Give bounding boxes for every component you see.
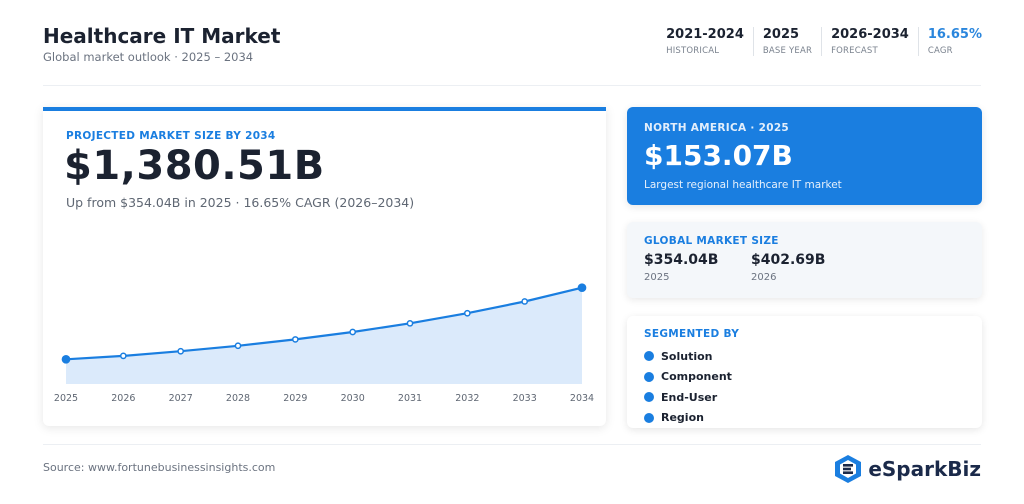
stat-label: HISTORICAL xyxy=(666,46,720,56)
stat-base-year: 2025 BASE YEAR xyxy=(752,27,821,56)
data-point xyxy=(521,298,529,305)
stat-forecast: 2026-2034 FORECAST xyxy=(821,27,918,56)
data-point xyxy=(177,347,185,355)
footer-divider xyxy=(43,444,981,445)
projected-value: $1,380.51B xyxy=(64,143,325,189)
bullet-dot-icon xyxy=(644,371,654,382)
stat-label: FORECAST xyxy=(831,46,878,56)
data-point xyxy=(349,328,357,336)
projected-market-card: PROJECTED MARKET SIZE BY 2034 $1,380.51B… xyxy=(43,107,606,426)
stat-cagr: 16.65% CAGR xyxy=(917,27,982,56)
stat-value: 16.65% xyxy=(927,27,982,42)
segment-label: Solution xyxy=(661,349,713,363)
global-size-year: 2025 xyxy=(644,272,670,283)
north-america-kicker: NORTH AMERICA · 2025 xyxy=(644,122,790,134)
x-tick-label: 2032 xyxy=(455,393,479,404)
segmented-by-card: SEGMENTED BY Solution Component End-User… xyxy=(627,316,982,428)
projected-kicker: PROJECTED MARKET SIZE BY 2034 xyxy=(66,130,276,142)
global-size-2025: $354.04B 2025 xyxy=(644,252,718,283)
stat-historical: 2021-2024 HISTORICAL xyxy=(666,27,753,56)
bullet-dot-icon xyxy=(644,351,654,362)
data-point xyxy=(291,336,299,343)
x-tick-label: 2031 xyxy=(398,393,422,404)
x-tick-label: 2025 xyxy=(54,393,78,404)
stat-label: BASE YEAR xyxy=(762,46,813,56)
global-market-size-card: GLOBAL MARKET SIZE $354.04B 2025 $402.69… xyxy=(627,222,982,298)
stat-value: 2025 xyxy=(762,27,800,42)
data-point xyxy=(463,309,471,317)
segment-item-solution: Solution xyxy=(644,346,732,367)
global-size-year: 2026 xyxy=(751,272,777,283)
brand-name: eSparkBiz xyxy=(868,457,981,481)
stat-label: CAGR xyxy=(927,46,953,56)
esparkbiz-logo-icon xyxy=(835,455,862,483)
projected-subtext: Up from $354.04B in 2025 · 16.65% CAGR (… xyxy=(66,195,415,210)
global-size-value: $402.69B xyxy=(751,252,826,268)
segment-list: Solution Component End-User Region xyxy=(644,346,732,428)
data-point xyxy=(234,342,242,350)
segment-item-region: Region xyxy=(644,408,732,429)
x-tick-label: 2026 xyxy=(111,393,135,404)
x-tick-label: 2029 xyxy=(283,393,307,404)
data-point xyxy=(61,354,71,364)
data-point xyxy=(119,352,127,360)
data-point xyxy=(406,319,414,327)
segment-label: Component xyxy=(661,370,732,384)
stat-value: 2026-2034 xyxy=(831,27,909,42)
segment-item-end-user: End-User xyxy=(644,387,732,408)
x-tick-label: 2027 xyxy=(169,393,193,404)
segment-label: Region xyxy=(661,411,704,425)
segment-item-component: Component xyxy=(644,367,732,388)
segmented-kicker: SEGMENTED BY xyxy=(644,328,740,340)
source-text: Source: www.fortunebusinessinsights.com xyxy=(43,461,276,474)
x-tick-label: 2033 xyxy=(513,393,537,404)
page-title: Healthcare IT Market xyxy=(43,24,281,48)
x-tick-label: 2034 xyxy=(570,393,594,404)
north-america-value: $153.07B xyxy=(644,139,793,172)
header-divider xyxy=(43,85,981,86)
north-america-subtext: Largest regional healthcare IT market xyxy=(644,179,842,191)
market-growth-chart: 2025 2026 2027 2028 2029 2030 2031 2032 2033 2034 xyxy=(54,283,594,404)
bullet-dot-icon xyxy=(644,392,654,403)
x-tick-label: 2030 xyxy=(341,393,365,404)
page-subtitle: Global market outlook · 2025 – 2034 xyxy=(43,50,254,64)
series-line xyxy=(65,286,583,361)
brand-logo: eSparkBiz xyxy=(834,454,981,484)
x-tick-label: 2028 xyxy=(226,393,250,404)
header-stats: 2021-2024 HISTORICAL 2025 BASE YEAR 2026… xyxy=(666,27,982,56)
bullet-dot-icon xyxy=(644,412,654,423)
global-size-value: $354.04B xyxy=(644,252,719,268)
global-kicker: GLOBAL MARKET SIZE xyxy=(644,235,779,247)
data-point xyxy=(577,283,587,293)
segment-label: End-User xyxy=(661,390,718,404)
stat-value: 2021-2024 xyxy=(666,27,744,42)
north-america-card: NORTH AMERICA · 2025 $153.07B Largest re… xyxy=(627,107,982,205)
global-size-2026: $402.69B 2026 xyxy=(751,252,825,283)
